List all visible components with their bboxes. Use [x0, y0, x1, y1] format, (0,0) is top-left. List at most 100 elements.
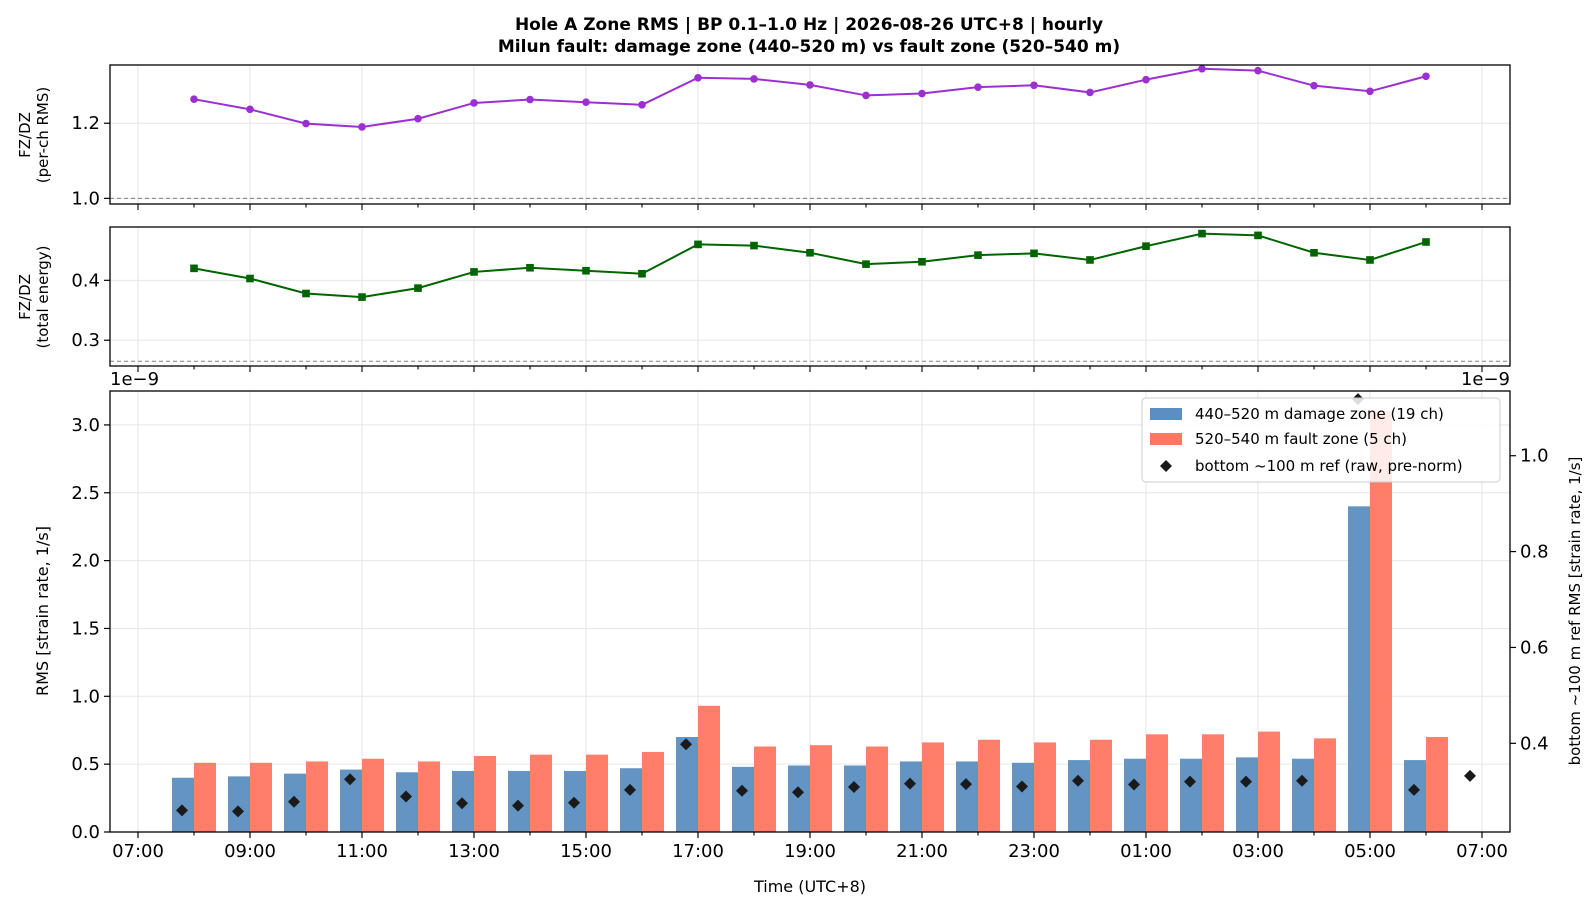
bar-damage-zone	[676, 737, 698, 832]
y-tick-label: 1.2	[71, 113, 100, 134]
data-point	[1198, 229, 1206, 238]
data-point	[582, 98, 590, 106]
data-point	[358, 293, 366, 301]
bar-fault-zone	[1426, 737, 1448, 832]
x-tick-label: 13:00	[448, 841, 500, 862]
legend-label-bottom-ref: bottom ~100 m ref (raw, pre-norm)	[1195, 457, 1463, 475]
y2-tick-label: 0.4	[1520, 733, 1549, 754]
y-tick-label: 2.5	[71, 483, 100, 504]
x-tick-label: 05:00	[1344, 841, 1396, 862]
bar-fault-zone	[530, 754, 552, 832]
y2-tick-label: 0.6	[1520, 637, 1549, 658]
bar-damage-zone	[1404, 760, 1426, 832]
bar-fault-zone	[194, 762, 216, 832]
ratio-rms-ylabel-line1: FZ/DZ	[16, 112, 34, 158]
data-point	[302, 119, 310, 128]
bar-fault-zone	[362, 758, 384, 832]
data-point	[414, 284, 422, 292]
bar-damage-zone	[844, 765, 866, 832]
zone-rms-ylabel: RMS [strain rate, 1/s]	[33, 526, 52, 696]
x-tick-label: 21:00	[896, 841, 948, 862]
bottom-ref-marker	[960, 778, 972, 791]
data-point	[1254, 66, 1262, 75]
data-point	[1142, 242, 1150, 250]
bar-fault-zone	[1090, 739, 1112, 832]
left-offset-label: 1e−9	[110, 369, 159, 390]
data-point	[526, 95, 534, 104]
bottom-ref-marker	[232, 805, 244, 818]
bar-fault-zone	[586, 754, 608, 832]
ratio-rms-panel: 1.0 1.2 FZ/DZ (per-ch RMS)	[16, 64, 1511, 210]
data-point	[638, 101, 646, 109]
bottom-ref-marker	[288, 795, 300, 808]
bar-damage-zone	[956, 761, 978, 832]
bottom-ref-marker	[1184, 775, 1196, 788]
x-tick-label: 07:00	[1456, 841, 1508, 862]
bar-fault-zone	[922, 742, 944, 832]
data-point	[1086, 88, 1094, 97]
y-tick-label: 0.4	[71, 270, 100, 291]
data-point	[1310, 248, 1318, 257]
bar-fault-zone	[474, 756, 496, 832]
data-point	[470, 99, 478, 107]
data-point	[414, 114, 422, 123]
y-tick-label: 2.0	[71, 551, 100, 572]
bar-damage-zone	[1180, 758, 1202, 832]
bottom-ref-marker	[1408, 783, 1420, 796]
bottom-ref-marker	[680, 738, 692, 751]
y-tick-label: 0.5	[71, 754, 100, 775]
data-point	[1366, 256, 1374, 264]
data-point	[638, 269, 646, 278]
data-point	[1366, 87, 1374, 96]
y-tick-label: 1.5	[71, 618, 100, 639]
x-tick-label: 19:00	[784, 841, 836, 862]
data-point	[694, 73, 702, 82]
data-point	[1422, 72, 1430, 81]
bottom-ref-marker	[400, 790, 412, 803]
data-point	[862, 260, 870, 268]
bar-damage-zone	[1292, 758, 1314, 832]
bottom-ref-marker	[512, 799, 524, 812]
y-tick-label: 0.3	[71, 330, 100, 351]
x-tick-label: 07:00	[112, 841, 164, 862]
bar-damage-zone	[732, 766, 754, 832]
bar-damage-zone	[1348, 506, 1370, 832]
data-point	[246, 274, 254, 283]
bottom-ref-marker	[344, 773, 356, 786]
y2-tick-label: 0.8	[1520, 542, 1549, 563]
legend-label-fault-zone: 520–540 m fault zone (5 ch)	[1195, 430, 1407, 448]
data-point	[1310, 81, 1318, 90]
data-point	[526, 263, 534, 272]
bar-fault-zone	[698, 705, 720, 832]
bar-damage-zone	[620, 768, 642, 832]
x-tick-label: 01:00	[1120, 841, 1172, 862]
data-point	[750, 75, 758, 83]
bar-fault-zone	[1202, 734, 1224, 832]
bar-fault-zone	[810, 745, 832, 832]
data-point	[1142, 75, 1150, 84]
data-point	[974, 83, 982, 91]
bottom-ref-marker	[568, 796, 580, 809]
bar-damage-zone	[1124, 758, 1146, 832]
bar-damage-zone	[396, 772, 418, 832]
bar-fault-zone	[754, 746, 776, 832]
bar-fault-zone	[1034, 742, 1056, 832]
bar-fault-zone	[978, 739, 1000, 832]
data-point	[974, 251, 982, 259]
x-tick-label: 15:00	[560, 841, 612, 862]
legend-marker-bottom-ref	[1160, 460, 1172, 472]
data-point	[694, 240, 702, 249]
data-point	[246, 105, 254, 114]
data-point	[190, 95, 198, 103]
data-point	[918, 257, 926, 266]
x-tick-label: 09:00	[224, 841, 276, 862]
data-point	[1030, 249, 1038, 258]
legend-swatch-fault-zone	[1150, 433, 1182, 445]
bottom-ref-marker	[1464, 769, 1476, 782]
x-axis-label: Time (UTC+8)	[753, 877, 866, 896]
bar-fault-zone	[642, 751, 664, 832]
bottom-ref-marker	[1128, 778, 1140, 791]
data-point	[190, 264, 198, 273]
bottom-ref-marker	[1016, 780, 1028, 793]
